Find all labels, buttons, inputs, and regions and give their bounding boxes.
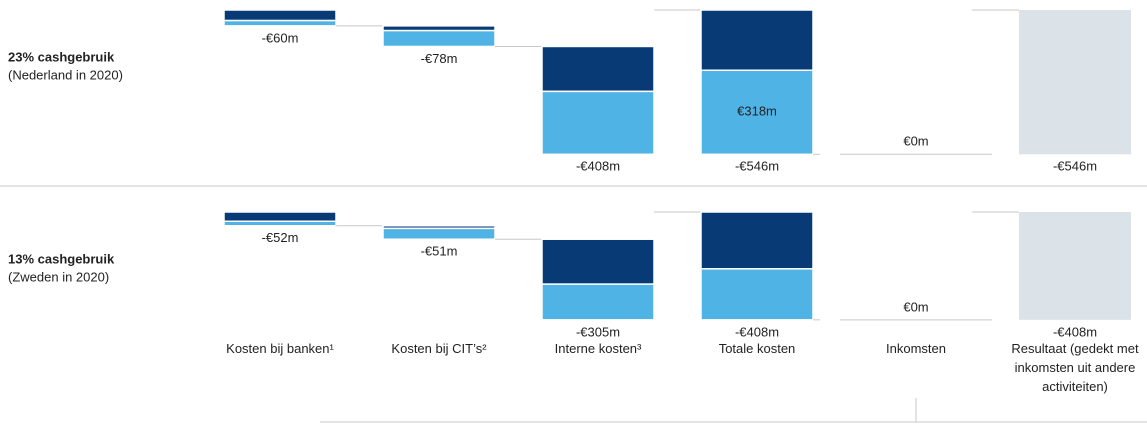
segment-label: €318m — [737, 104, 777, 119]
value-label: -€60m — [262, 30, 299, 45]
x-tick-label: Kosten bij CIT’s² — [391, 341, 487, 356]
value-label: €0m — [903, 299, 928, 314]
bar-segment — [223, 19, 337, 27]
bar-segment — [541, 90, 655, 156]
bar-segment — [382, 29, 496, 48]
bar-segment — [541, 283, 655, 321]
bar-segment — [223, 220, 337, 227]
bar-segment — [700, 69, 814, 156]
bar-segment — [700, 268, 814, 321]
value-label: -€546m — [735, 159, 779, 174]
x-tick-label: Totale kosten — [718, 341, 796, 356]
bar — [1019, 212, 1131, 320]
x-tick-label: Inkomsten — [886, 341, 946, 356]
bar-segment — [223, 9, 337, 22]
bar-segment — [700, 9, 814, 72]
bar — [1019, 10, 1131, 155]
x-tick-label: Resultaat (gedekt met inkomsten uit ande… — [1011, 341, 1139, 394]
value-label: €0m — [903, 134, 928, 149]
value-label: -€408m — [1053, 324, 1097, 339]
bar-segment — [541, 238, 655, 285]
bar-segment — [382, 227, 496, 240]
value-label: -€78m — [421, 51, 458, 66]
value-label: -€408m — [576, 159, 620, 174]
value-label: -€546m — [1053, 159, 1097, 174]
x-tick-label: Kosten bij banken¹ — [226, 341, 334, 356]
value-label: -€305m — [576, 324, 620, 339]
value-label: -€52m — [262, 230, 299, 245]
bar-segment — [223, 211, 337, 222]
panel-title: 13% cashgebruik — [8, 251, 115, 266]
panel-subtitle: (Nederland in 2020) — [8, 67, 123, 82]
panel-subtitle: (Zweden in 2020) — [8, 269, 109, 284]
bar-segment — [700, 211, 814, 270]
value-label: -€51m — [421, 244, 458, 259]
x-tick-label: Interne kosten³ — [554, 341, 642, 356]
value-label: -€408m — [735, 324, 779, 339]
bar-segment — [541, 45, 655, 93]
panel-title: 23% cashgebruik — [8, 49, 115, 64]
